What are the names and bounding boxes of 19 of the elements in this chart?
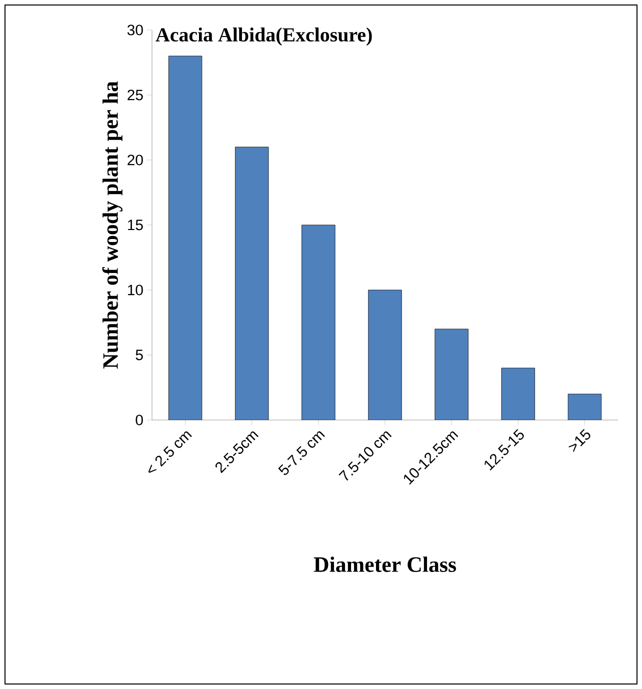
bar — [235, 146, 269, 420]
bar — [568, 394, 602, 420]
y-tick-label: 0 — [136, 414, 143, 426]
y-tick-label: 10 — [128, 284, 143, 296]
bar — [302, 224, 336, 420]
bar — [501, 368, 535, 420]
bar — [368, 290, 402, 420]
x-tick-label: < 2.5 cm — [148, 431, 192, 473]
y-tick-label: 5 — [136, 350, 143, 360]
y-tick-label: 20 — [128, 154, 143, 166]
y-axis-title: Number of woody plant per ha — [102, 81, 122, 369]
bar — [434, 328, 468, 420]
bar — [168, 56, 202, 420]
y-tick-label: 25 — [128, 90, 143, 100]
chart-title: Acacia Albida(Exclosure) — [156, 28, 372, 46]
y-tick-label: 15 — [128, 220, 143, 230]
x-tick-label: >15 — [568, 428, 590, 452]
y-tick-label: 30 — [127, 24, 143, 36]
x-axis-title: Diameter Class — [314, 556, 456, 572]
